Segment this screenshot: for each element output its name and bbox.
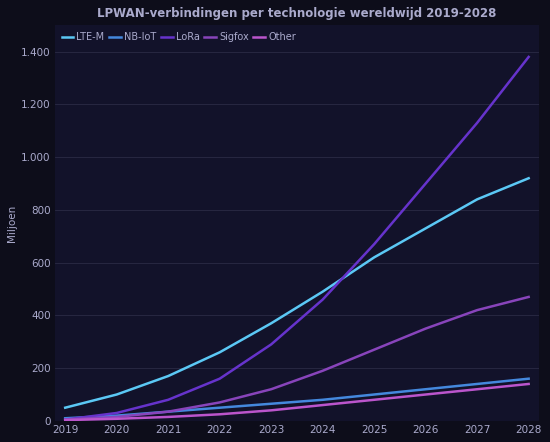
LTE-M bbox=[525, 175, 532, 181]
LTE-M bbox=[62, 405, 69, 410]
Line: Other: Other bbox=[65, 384, 529, 420]
Y-axis label: Miljoen: Miljoen bbox=[7, 205, 17, 242]
Line: NB-IoT: NB-IoT bbox=[65, 379, 529, 418]
Sigfox bbox=[371, 347, 377, 352]
NB-IoT bbox=[62, 415, 69, 421]
LTE-M bbox=[320, 289, 326, 294]
Other bbox=[165, 414, 172, 419]
Line: LoRa: LoRa bbox=[65, 57, 529, 419]
Sigfox bbox=[62, 417, 69, 422]
LoRa bbox=[165, 397, 172, 403]
LoRa bbox=[216, 376, 223, 381]
NB-IoT bbox=[474, 381, 481, 387]
NB-IoT bbox=[525, 376, 532, 381]
Sigfox bbox=[113, 414, 120, 419]
LTE-M bbox=[216, 350, 223, 355]
Sigfox bbox=[216, 400, 223, 405]
NB-IoT bbox=[216, 405, 223, 410]
Sigfox bbox=[268, 387, 274, 392]
NB-IoT bbox=[268, 401, 274, 406]
LoRa bbox=[113, 410, 120, 415]
NB-IoT bbox=[371, 392, 377, 397]
Other bbox=[422, 392, 429, 397]
LoRa bbox=[474, 120, 481, 126]
Legend: LTE-M, NB-IoT, LoRa, Sigfox, Other: LTE-M, NB-IoT, LoRa, Sigfox, Other bbox=[60, 30, 298, 44]
Other bbox=[525, 381, 532, 387]
Sigfox bbox=[320, 368, 326, 373]
LTE-M bbox=[113, 392, 120, 397]
Other bbox=[320, 402, 326, 408]
Other bbox=[474, 387, 481, 392]
LoRa bbox=[422, 181, 429, 186]
Line: Sigfox: Sigfox bbox=[65, 297, 529, 419]
LoRa bbox=[525, 54, 532, 60]
LTE-M bbox=[165, 373, 172, 379]
Other bbox=[268, 408, 274, 413]
Other bbox=[113, 416, 120, 421]
LoRa bbox=[371, 241, 377, 247]
NB-IoT bbox=[422, 387, 429, 392]
LoRa bbox=[62, 417, 69, 422]
LTE-M bbox=[268, 320, 274, 326]
Sigfox bbox=[165, 409, 172, 414]
Sigfox bbox=[525, 294, 532, 300]
NB-IoT bbox=[113, 413, 120, 418]
Other bbox=[62, 417, 69, 423]
LTE-M bbox=[371, 255, 377, 260]
LTE-M bbox=[474, 197, 481, 202]
Sigfox bbox=[422, 326, 429, 331]
Title: LPWAN-verbindingen per technologie wereldwijd 2019-2028: LPWAN-verbindingen per technologie werel… bbox=[97, 7, 497, 20]
LTE-M bbox=[422, 226, 429, 231]
LoRa bbox=[320, 297, 326, 302]
Sigfox bbox=[474, 308, 481, 313]
LoRa bbox=[268, 342, 274, 347]
Other bbox=[371, 397, 377, 403]
Other bbox=[216, 412, 223, 417]
NB-IoT bbox=[320, 397, 326, 403]
Line: LTE-M: LTE-M bbox=[65, 178, 529, 408]
NB-IoT bbox=[165, 409, 172, 414]
